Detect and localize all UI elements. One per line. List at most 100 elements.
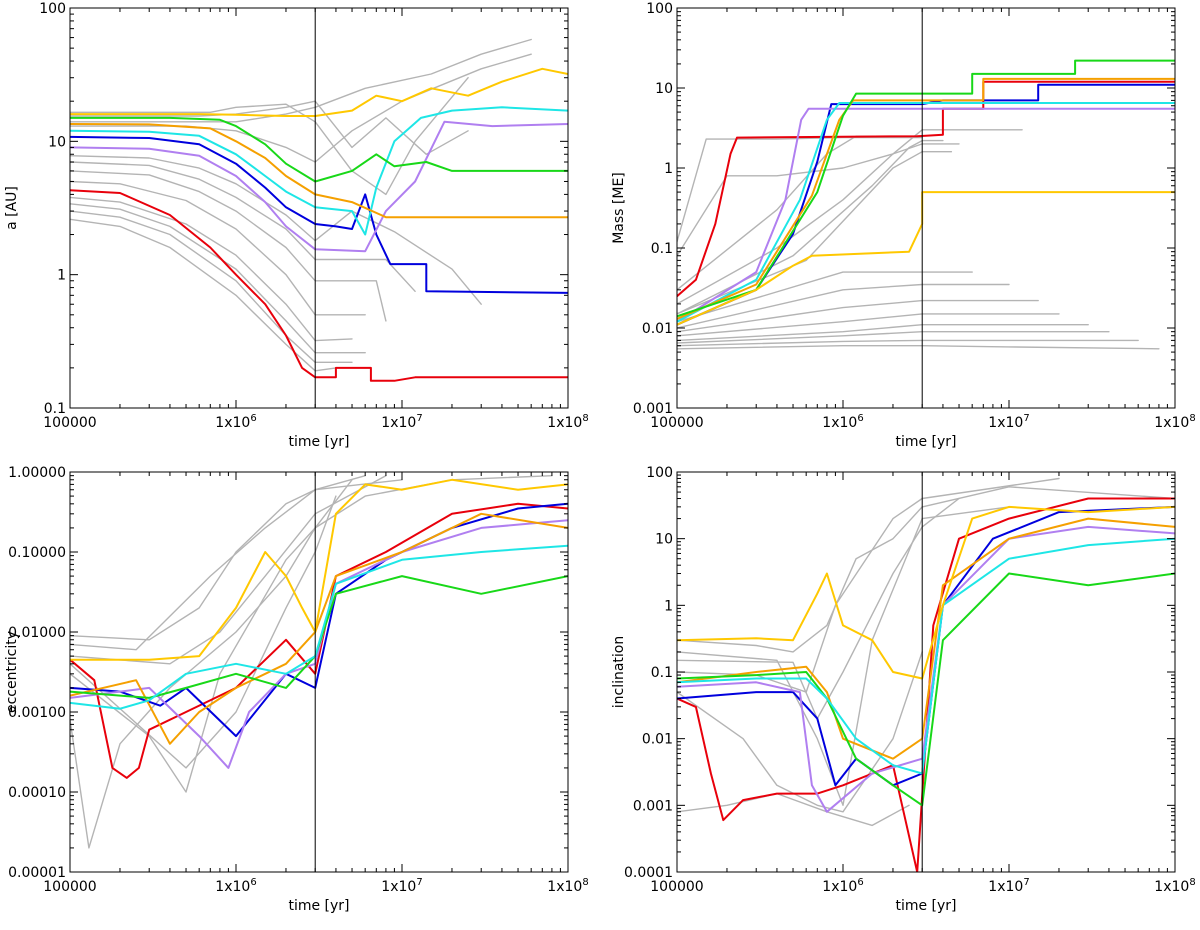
x-tick-label: 1x106 (822, 413, 863, 431)
x-tick-label: 100000 (650, 879, 703, 895)
plot-area (70, 475, 568, 849)
y-tick-label: 0.00100 (8, 705, 66, 721)
grey-series-line (70, 161, 416, 292)
series-line-cyan (677, 537, 1175, 775)
plot-frame (69, 471, 569, 873)
plot-frame (69, 7, 569, 409)
y-tick-label: 0.001 (633, 401, 673, 417)
grey-series-line (677, 651, 923, 813)
y-tick-label: 0.00010 (8, 785, 66, 801)
series-line-orange (677, 517, 1175, 760)
x-axis-label: time [yr] (895, 898, 956, 914)
y-axis-label: Mass [ME] (611, 172, 627, 244)
plot-area (677, 59, 1175, 350)
grey-series-line (677, 792, 910, 827)
x-tick-label: 100000 (650, 415, 703, 431)
grey-series-line (677, 139, 944, 315)
series-line-orange (70, 123, 568, 219)
plot-area (70, 38, 568, 382)
series-line-gold (70, 67, 568, 117)
grey-series-line (677, 151, 953, 315)
y-tick-label: 100 (646, 1, 673, 17)
grey-series-line (70, 495, 337, 769)
panel-semi-major-axis: 100000 1x106 1x107 1x108 0.1 1 10 100 time [yr] a… (4, 1, 589, 450)
x-tick-label: 1x108 (547, 877, 588, 895)
y-tick-label: 10 (48, 134, 66, 150)
series-line-cyan (70, 106, 568, 236)
series-line-green (677, 59, 1175, 318)
x-tick-label: 1x108 (547, 413, 588, 431)
series-line-purple (677, 525, 1175, 813)
plot-frame (676, 7, 1176, 409)
series-line-gold (677, 505, 1175, 680)
grey-series-line (677, 299, 1039, 333)
grey-series-line (677, 143, 960, 305)
x-tick-label: 100000 (43, 415, 96, 431)
x-tick-label: 1x108 (1154, 877, 1195, 895)
grey-series-line (677, 339, 1139, 347)
series-line-gold (677, 191, 1175, 326)
x-tick-label: 1x108 (1154, 413, 1195, 431)
series-line-red (677, 80, 1175, 298)
y-tick-label: 0.1 (44, 401, 66, 417)
grey-series-line (677, 313, 1060, 337)
panel-mass: 100000 1x106 1x107 1x108 0.001 0.01 0.1 1 10 100 t… (611, 1, 1196, 450)
x-axis-label: time [yr] (288, 898, 349, 914)
grey-series-line (70, 196, 353, 342)
grey-series-line (677, 136, 923, 243)
y-tick-label: 100 (39, 1, 66, 17)
panel-eccentricity: 100000 1x106 1x107 1x108 0.00001 0.00010 0.001… (4, 465, 589, 914)
series-line-blue (677, 83, 1175, 326)
y-tick-label: 0.1 (651, 241, 673, 257)
grey-series-line (70, 210, 353, 363)
grey-series-line (677, 283, 1010, 329)
series-line-green (677, 572, 1175, 807)
panel-inclination: 100000 1x106 1x107 1x108 0.0001 0.001 0.01 0.1 1… (611, 465, 1196, 914)
x-tick-label: 1x106 (822, 877, 863, 895)
x-axis-label: time [yr] (895, 434, 956, 450)
series-line-red (677, 497, 1175, 872)
grey-series-line (70, 53, 532, 163)
series-line-purple (677, 107, 1175, 323)
y-tick-label: 0.1 (651, 665, 673, 681)
series-line-red (70, 189, 568, 382)
y-tick-label: 1 (57, 268, 66, 284)
x-tick-label: 1x106 (215, 877, 256, 895)
series-line-blue (70, 502, 568, 738)
series-line-purple (70, 120, 568, 253)
series-line-blue (70, 135, 568, 294)
x-tick-label: 1x107 (988, 877, 1029, 895)
y-axis-label: inclination (611, 636, 627, 709)
grey-series-line (70, 475, 387, 665)
y-tick-label: 1 (664, 161, 673, 177)
grey-series-line (677, 345, 1160, 350)
y-tick-label: 0.01000 (8, 625, 66, 641)
y-tick-label: 100 (646, 465, 673, 481)
series-line-gold (70, 478, 568, 661)
y-tick-label: 0.00001 (8, 865, 66, 881)
grey-series-line (70, 479, 353, 793)
series-line-cyan (70, 544, 568, 710)
y-tick-label: 1 (664, 598, 673, 614)
grey-series-line (677, 506, 1010, 806)
x-tick-label: 1x106 (215, 413, 256, 431)
y-tick-label: 10 (655, 532, 673, 548)
x-tick-label: 1x107 (988, 413, 1029, 431)
grey-series-line (677, 486, 1175, 653)
series-line-green (70, 575, 568, 699)
plot-area (677, 477, 1175, 872)
series-line-cyan (677, 102, 1175, 323)
y-tick-label: 10 (655, 81, 673, 97)
y-tick-label: 0.10000 (8, 545, 66, 561)
grey-series-line (70, 170, 387, 322)
y-tick-label: 0.0001 (624, 865, 673, 881)
grey-series-line (70, 155, 482, 305)
grey-series-line (677, 271, 973, 323)
x-tick-label: 1x107 (381, 877, 422, 895)
y-tick-label: 0.01 (642, 321, 673, 337)
y-axis-label: a [AU] (4, 186, 20, 230)
x-tick-label: 1x107 (381, 413, 422, 431)
x-axis-label: time [yr] (288, 434, 349, 450)
